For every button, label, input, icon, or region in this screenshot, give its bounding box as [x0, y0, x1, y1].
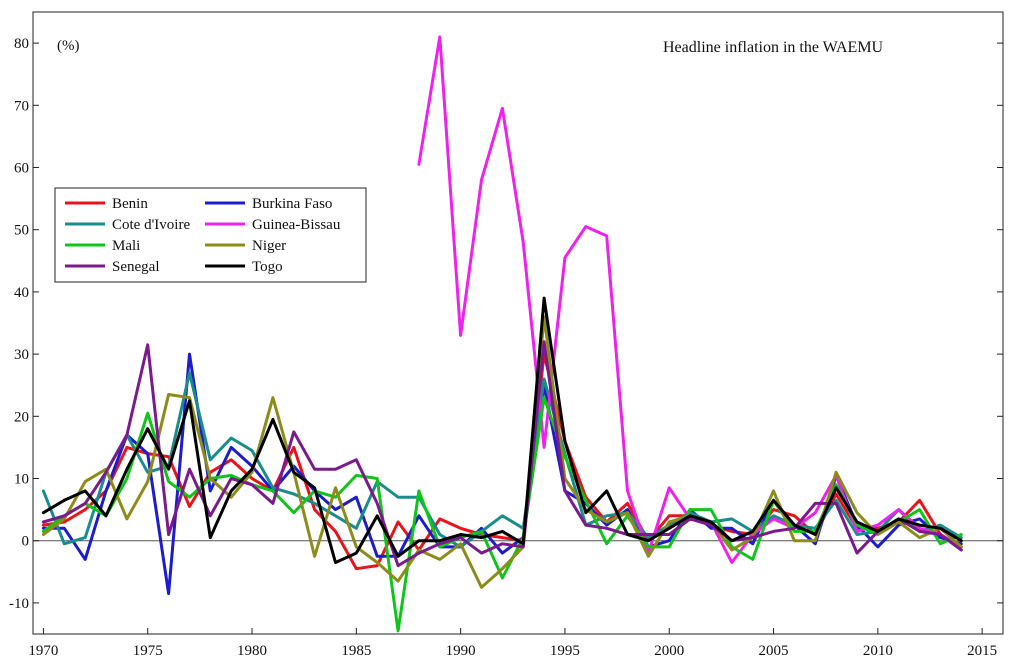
- series-line-togo: [41, 296, 963, 564]
- y-tick-label: -10: [9, 596, 29, 612]
- x-tick-label: 1995: [550, 643, 580, 659]
- legend: Benin Burkina Faso Cote d'Ivoire Guinea-Bis…: [54, 187, 367, 283]
- y-tick-label: 60: [14, 161, 29, 177]
- x-tick-label: 2000: [654, 643, 684, 659]
- x-tick-label: 1970: [28, 643, 58, 659]
- x-tick-label: 2015: [967, 643, 997, 659]
- legend-label-cote-d-ivoire: Cote d'Ivoire: [112, 217, 190, 233]
- y-tick-label: 80: [14, 36, 29, 52]
- legend-label-guinea-bissau: Guinea-Bissau: [252, 217, 341, 233]
- x-tick-label: 1990: [446, 643, 476, 659]
- tick-layer: 1970 1975 1980 1985 1990 1995 2000 2005 2010 2015…: [9, 36, 1003, 659]
- series-line-senegal: [41, 340, 963, 568]
- y-tick-label: 40: [14, 285, 29, 301]
- y-tick-label: 70: [14, 98, 29, 114]
- x-tick-label: 2005: [759, 643, 789, 659]
- y-tick-label: 20: [14, 409, 29, 425]
- x-tick-label: 1975: [133, 643, 163, 659]
- series-layer: [41, 35, 963, 633]
- x-tick-label: 2010: [863, 643, 893, 659]
- x-tick-label: 1985: [341, 643, 371, 659]
- x-tick-label: 1980: [237, 643, 267, 659]
- legend-label-senegal: Senegal: [112, 259, 159, 275]
- legend-label-benin: Benin: [112, 196, 148, 212]
- legend-label-togo: Togo: [252, 259, 283, 275]
- chart-title: Headline inflation in the WAEMU: [663, 39, 884, 56]
- plot-frame: [32, 11, 1004, 635]
- y-tick-label: 50: [14, 223, 29, 239]
- y-tick-label: 0: [22, 534, 30, 550]
- y-tick-label: 10: [14, 472, 29, 488]
- series-line-cote-d-ivoire: [41, 371, 963, 549]
- y-tick-label: 30: [14, 347, 29, 363]
- series-line-niger: [41, 315, 963, 589]
- y-axis-unit-label: (%): [57, 38, 80, 54]
- legend-label-niger: Niger: [252, 238, 286, 254]
- legend-label-burkina-faso: Burkina Faso: [252, 196, 332, 212]
- legend-label-mali: Mali: [112, 238, 140, 254]
